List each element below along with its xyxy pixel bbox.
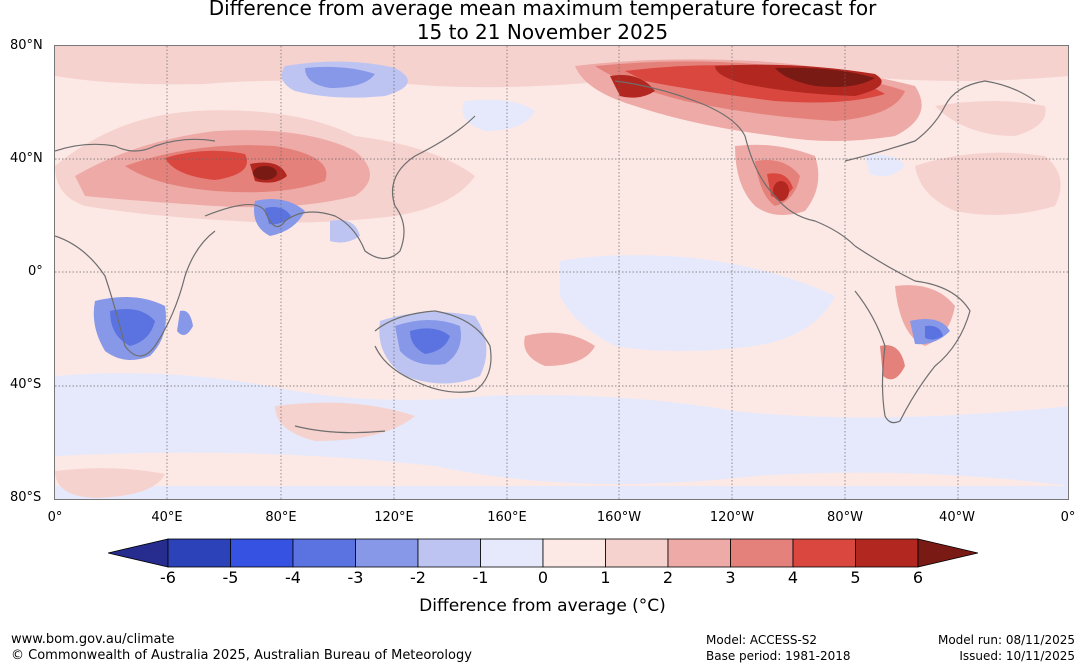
colorbar bbox=[108, 538, 978, 568]
colorbar-tick-label: -2 bbox=[410, 568, 426, 587]
lat-label-80s: 80°S bbox=[10, 490, 42, 505]
colorbar-extend-low bbox=[108, 538, 169, 568]
map-title: Difference from average mean maximum tem… bbox=[0, 0, 1085, 44]
footer-website: www.bom.gov.au/climate bbox=[11, 632, 175, 647]
colorbar-tick-label: 4 bbox=[787, 568, 799, 587]
colorbar-tick-label: -1 bbox=[472, 568, 489, 587]
colorbar-tick-label: 3 bbox=[725, 568, 736, 587]
colorbar-segment bbox=[667, 538, 731, 568]
colorbar-label: Difference from average (°C) bbox=[419, 596, 666, 616]
colorbar-segment bbox=[355, 538, 419, 568]
colorbar-extend-high bbox=[917, 538, 978, 568]
colorbar-tick-label: 0 bbox=[537, 568, 549, 587]
anomaly-map-graphic bbox=[55, 46, 1068, 499]
colorbar-tick-label: 6 bbox=[912, 568, 924, 587]
colorbar-segment bbox=[292, 538, 356, 568]
lon-label-120w: 120°W bbox=[709, 510, 755, 525]
lon-label-80w: 80°W bbox=[827, 510, 863, 525]
lon-label-0-right: 0° bbox=[1060, 510, 1076, 525]
colorbar-tick-label: -3 bbox=[347, 568, 364, 587]
colorbar-tick-label: -6 bbox=[160, 568, 176, 587]
lon-label-0: 0° bbox=[47, 510, 63, 525]
lon-label-160e: 160°E bbox=[487, 510, 527, 525]
footer-model-run: Model run: 08/11/2025 bbox=[937, 633, 1075, 647]
colorbar-segment bbox=[730, 538, 794, 568]
colorbar-tick-label: 5 bbox=[850, 568, 861, 587]
lat-label-80n: 80°N bbox=[10, 38, 43, 53]
colorbar-segment bbox=[605, 538, 669, 568]
lon-label-40e: 40°E bbox=[151, 510, 183, 525]
colorbar-segment bbox=[792, 538, 856, 568]
lat-label-40n: 40°N bbox=[10, 151, 43, 166]
title-line-2: 15 to 21 November 2025 bbox=[416, 20, 669, 44]
colorbar-segment bbox=[417, 538, 481, 568]
lon-label-160w: 160°W bbox=[596, 510, 642, 525]
colorbar-segment bbox=[855, 538, 919, 568]
colorbar-tick-label: 1 bbox=[600, 568, 611, 587]
colorbar-segment bbox=[167, 538, 231, 568]
lat-label-40s: 40°S bbox=[10, 377, 42, 392]
footer-base-period: Base period: 1981-2018 bbox=[706, 649, 851, 663]
colorbar-tick-label: 2 bbox=[662, 568, 674, 587]
lat-label-eq: 0° bbox=[28, 264, 43, 279]
title-line-1: Difference from average mean maximum tem… bbox=[208, 0, 877, 20]
lon-label-120e: 120°E bbox=[374, 510, 414, 525]
colorbar-segment bbox=[480, 538, 544, 568]
footer-issued: Issued: 10/11/2025 bbox=[959, 649, 1075, 663]
footer-copyright: © Commonwealth of Australia 2025, Austra… bbox=[11, 648, 472, 663]
colorbar-segment bbox=[230, 538, 294, 568]
footer-model: Model: ACCESS-S2 bbox=[706, 633, 818, 647]
colorbar-tick-label: -5 bbox=[222, 568, 239, 587]
colorbar-tick-label: -4 bbox=[285, 568, 301, 587]
lon-label-80e: 80°E bbox=[265, 510, 297, 525]
colorbar-segment bbox=[542, 538, 606, 568]
anomaly-map bbox=[54, 45, 1069, 500]
lon-label-40w: 40°W bbox=[939, 510, 975, 525]
